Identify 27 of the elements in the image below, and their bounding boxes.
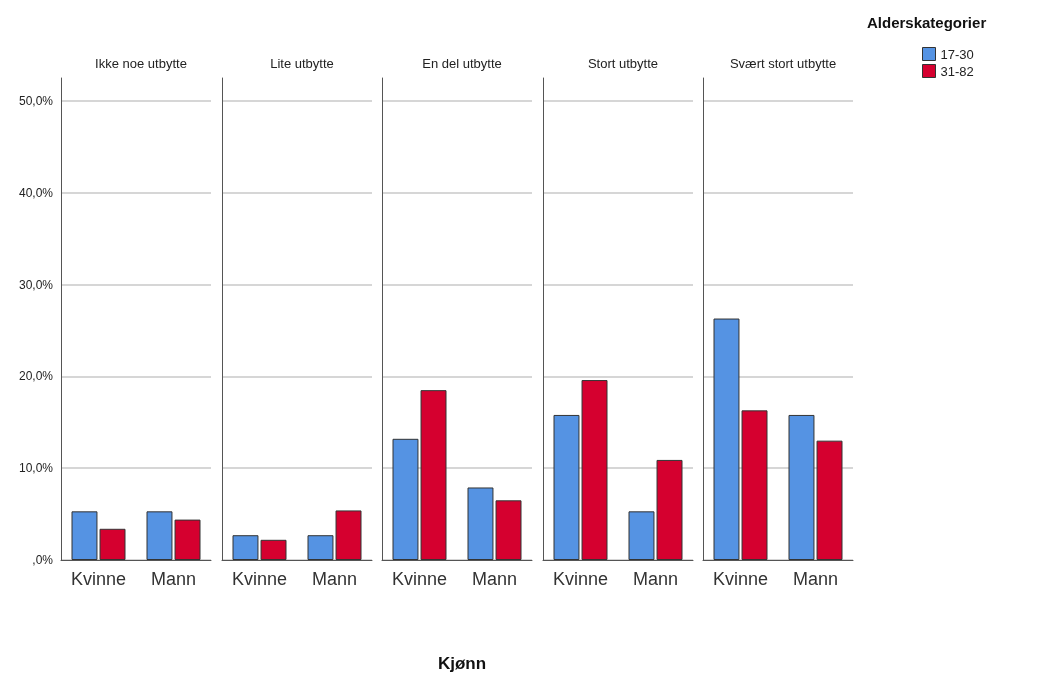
x-tick-label: Kvinne: [70, 569, 127, 589]
legend-label: 31-82: [940, 63, 974, 79]
x-tick-label: Mann: [471, 569, 518, 589]
chart-title: Svært stort utbytte: [729, 56, 837, 71]
x-tick-label: Kvinne: [391, 569, 448, 589]
x-tick-label: Mann: [311, 569, 357, 589]
chart-title: Ikke noe utbytte: [95, 56, 187, 71]
x-tick-label: Kvinne: [231, 569, 287, 589]
x-tick-label: Mann: [150, 569, 197, 589]
legend-label: 17-30: [940, 46, 974, 62]
y-tick-label: 30,0%: [18, 277, 54, 292]
chart-title: Stort utbytte: [587, 56, 658, 71]
x-tick-label: Kvinne: [552, 569, 608, 589]
x-axis-title: Kjønn: [437, 654, 487, 673]
y-tick-label: 20,0%: [18, 369, 54, 384]
bar: [553, 414, 579, 560]
y-tick-label: 50,0%: [18, 93, 54, 108]
y-tick-label: 40,0%: [18, 185, 54, 200]
bar: [628, 511, 654, 560]
y-tick-label: ,0%: [32, 553, 54, 567]
chart-title: Lite utbytte: [269, 56, 334, 71]
x-tick-label: Mann: [792, 569, 839, 589]
chart-title: En del utbytte: [422, 56, 502, 71]
legend-title: Alderskategorier: [867, 14, 987, 31]
y-tick-label: 10,0%: [18, 461, 54, 476]
x-tick-label: Kvinne: [712, 569, 769, 589]
x-tick-label: Mann: [632, 569, 678, 589]
